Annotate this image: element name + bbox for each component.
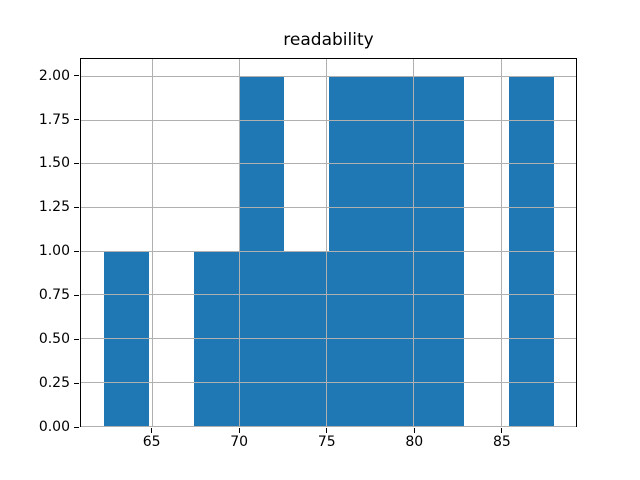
y-tick-mark <box>74 426 79 428</box>
histogram-bar <box>193 251 239 426</box>
x-tick-mark <box>326 428 328 433</box>
chart-title: readability <box>283 30 374 50</box>
x-tick-label: 75 <box>317 434 336 450</box>
y-tick-label: 0.00 <box>38 419 70 435</box>
x-tick-label: 85 <box>492 434 511 450</box>
histogram-bar <box>328 76 374 426</box>
y-tick-mark <box>74 162 79 164</box>
x-axis: 65 70 75 80 85 <box>80 427 577 459</box>
histogram-bar <box>238 76 284 426</box>
y-tick-label: 0.75 <box>38 287 70 304</box>
histogram-bar <box>283 251 329 426</box>
y-tick-label: 2.00 <box>38 67 70 84</box>
plot-area <box>80 58 577 427</box>
y-tick-label: 0.50 <box>38 331 70 348</box>
y-tick-mark <box>74 382 79 384</box>
y-tick-mark <box>74 250 79 252</box>
y-tick-label: 1.25 <box>38 199 70 216</box>
y-tick-mark <box>74 294 79 296</box>
histogram-bar <box>418 76 464 426</box>
y-axis: 0.00 0.25 0.50 0.75 1.00 1.25 1.50 1.75 2.00 <box>0 58 80 434</box>
y-tick-label: 1.75 <box>38 111 70 128</box>
y-tick-mark <box>74 118 79 120</box>
histogram-bar <box>103 251 149 426</box>
y-tick-label: 1.00 <box>38 243 70 260</box>
y-tick-label: 1.50 <box>38 155 70 172</box>
x-tick-label: 65 <box>142 434 161 450</box>
x-tick-mark <box>238 428 240 433</box>
x-tick-mark <box>413 428 415 433</box>
histogram-bar <box>508 76 554 426</box>
x-tick-label: 80 <box>405 434 424 450</box>
y-tick-mark <box>74 75 79 77</box>
x-tick-mark <box>501 428 503 433</box>
histogram-bar <box>373 76 419 426</box>
bars-layer <box>81 59 576 426</box>
x-tick-mark <box>151 428 153 433</box>
y-tick-label: 0.25 <box>38 375 70 392</box>
y-tick-mark <box>74 338 79 340</box>
x-tick-label: 70 <box>230 434 249 450</box>
y-tick-mark <box>74 206 79 208</box>
